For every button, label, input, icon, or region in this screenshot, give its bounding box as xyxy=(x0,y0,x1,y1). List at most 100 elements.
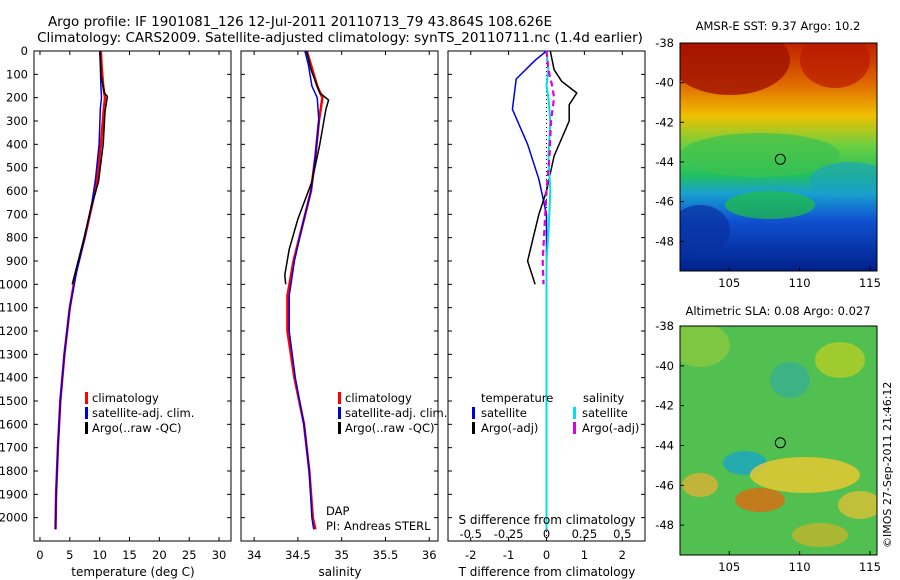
x-tick-label: 35 xyxy=(334,548,349,562)
legend-title-temperature: temperature xyxy=(481,391,553,405)
map-y-tick-label: -40 xyxy=(655,76,674,90)
sla-patch xyxy=(770,362,810,398)
map-y-tick-label: -42 xyxy=(655,399,674,413)
depth-tick-label: 1500 xyxy=(0,394,28,408)
depth-tick-label: 1200 xyxy=(0,324,28,338)
map-y-tick-label: -40 xyxy=(655,359,674,373)
sst-map-title: AMSR-E SST: 9.37 Argo: 10.2 xyxy=(696,19,861,33)
legend-title-salinity: salinity xyxy=(583,391,624,405)
series-line-salinity-argo-adj- xyxy=(541,50,556,285)
legend-swatch-argo xyxy=(338,422,341,434)
x-tick-label: 35.5 xyxy=(373,548,399,562)
temperature-profile-plot: 0 5 10 15 20 25 30 xyxy=(34,50,231,562)
legend-swatch-climatology xyxy=(85,392,88,404)
depth-tick-label: 1400 xyxy=(0,371,28,385)
depth-tick-label: 1000 xyxy=(0,277,28,291)
x-tick-label: 36 xyxy=(422,548,437,562)
sla-argo-marker xyxy=(774,437,786,449)
difference-xlabel: T difference from climatology xyxy=(458,565,636,579)
sst-argo-marker xyxy=(774,153,786,165)
x-tick-label: 30 xyxy=(212,548,227,562)
x-tick-label: 20 xyxy=(152,548,167,562)
depth-tick-label: 700 xyxy=(6,207,28,221)
sst-green-tongue xyxy=(725,191,815,219)
salinity-legend: climatology satellite-adj. clim. Argo(..… xyxy=(338,391,447,435)
depth-tick-label: 1100 xyxy=(0,301,28,315)
difference-profile-plot: -2 -1 0 1 2 -0.5 -0.25 0 0.25 0.5 xyxy=(448,50,645,562)
sst-heatmap xyxy=(680,43,877,271)
legend-swatch-t-satellite xyxy=(472,407,475,419)
legend-label: climatology xyxy=(92,391,159,405)
legend-label: Argo(-adj) xyxy=(582,421,639,435)
map-x-tick-label: 110 xyxy=(789,560,811,574)
legend-label: satellite-adj. clim. xyxy=(92,406,194,420)
map-x-tick-label: 105 xyxy=(718,560,740,574)
map-y-tick-label: -38 xyxy=(655,319,674,333)
sla-patch xyxy=(838,491,877,519)
x-tick-label: 5 xyxy=(66,548,73,562)
dap-label: DAP xyxy=(326,504,350,518)
figure-title-line2: Climatology: CARS2009. Satellite-adjuste… xyxy=(37,30,643,46)
x-top-tick-label: 0 xyxy=(543,527,550,541)
sla-high-core xyxy=(735,488,785,512)
map-y-tick-label: -46 xyxy=(655,195,674,209)
depth-tick-label: 300 xyxy=(6,114,28,128)
imos-watermark: ©IMOS 27-Sep-2011 21:46:12 xyxy=(881,382,894,548)
legend-swatch-satellite xyxy=(85,407,88,419)
legend-swatch-argo xyxy=(85,422,88,434)
depth-tick-label: 1800 xyxy=(0,464,28,478)
sla-heatmap xyxy=(680,326,877,555)
legend-swatch-t-argo xyxy=(472,422,475,434)
x-tick-label: 0 xyxy=(543,548,550,562)
legend-label: Argo(..raw -QC) xyxy=(92,421,182,435)
depth-tick-label: 2000 xyxy=(0,511,28,525)
x-top-tick-label: -0.25 xyxy=(494,527,524,541)
series-line-argo-raw-qc- xyxy=(71,50,109,285)
map-y-tick-label: -46 xyxy=(655,478,674,492)
legend-swatch-s-argo xyxy=(573,422,576,434)
series-line-argo-raw-qc- xyxy=(284,50,330,285)
map-x-tick-label: 115 xyxy=(859,560,881,574)
x-tick-label: -2 xyxy=(465,548,476,562)
legend-label: satellite xyxy=(481,406,527,420)
sla-patch xyxy=(815,342,865,378)
temperature-legend: climatology satellite-adj. clim. Argo(..… xyxy=(85,391,194,435)
pi-label: PI: Andreas STERL xyxy=(326,519,431,533)
salinity-xlabel: salinity xyxy=(318,565,361,579)
sla-high-patch xyxy=(750,457,860,493)
depth-tick-label: 900 xyxy=(6,254,28,268)
legend-swatch-climatology xyxy=(338,392,341,404)
sst-map-axes: 105 110 115 -38 -40 -42 -44 -46 -48 xyxy=(655,36,881,290)
x-tick-label: 2 xyxy=(619,548,626,562)
map-y-tick-label: -44 xyxy=(655,438,674,452)
series-line-satellite-adj-clim- xyxy=(288,50,320,530)
depth-tick-label: 100 xyxy=(6,67,28,81)
sla-map-frame xyxy=(679,325,878,556)
figure-title-line1: Argo profile: IF 1901081_126 12-Jul-2011… xyxy=(48,14,552,30)
x-tick-label: 10 xyxy=(92,548,107,562)
difference-legend: temperature satellite Argo(-adj) salinit… xyxy=(472,391,639,435)
salinity-profile-plot: 34 34.5 35 35.5 36 xyxy=(241,50,438,562)
sst-green-band xyxy=(680,133,840,177)
x-tick-label: 0 xyxy=(36,548,43,562)
x-tick-label: 1 xyxy=(581,548,588,562)
series-line-temperature-argo-adj- xyxy=(526,50,578,285)
depth-tick-label: 1700 xyxy=(0,441,28,455)
map-x-tick-label: 110 xyxy=(789,276,811,290)
x-top-tick-label: -0.5 xyxy=(460,527,482,541)
sla-patch xyxy=(792,523,848,547)
x-tick-label: -1 xyxy=(503,548,514,562)
legend-label: Argo(-adj) xyxy=(481,421,538,435)
x-top-tick-label: 0.25 xyxy=(572,527,598,541)
sst-cold-patch xyxy=(680,205,730,255)
map-y-tick-label: -48 xyxy=(655,518,674,532)
depth-tick-label: 400 xyxy=(6,137,28,151)
sst-warm-patch xyxy=(800,43,870,88)
depth-tick-label: 1900 xyxy=(0,487,28,501)
legend-label: Argo(..raw -QC) xyxy=(345,421,435,435)
map-y-tick-label: -38 xyxy=(655,36,674,50)
legend-label: satellite-adj. clim. xyxy=(345,406,447,420)
map-y-tick-label: -48 xyxy=(655,234,674,248)
map-y-tick-label: -44 xyxy=(655,155,674,169)
x-tick-label: 34 xyxy=(247,548,262,562)
